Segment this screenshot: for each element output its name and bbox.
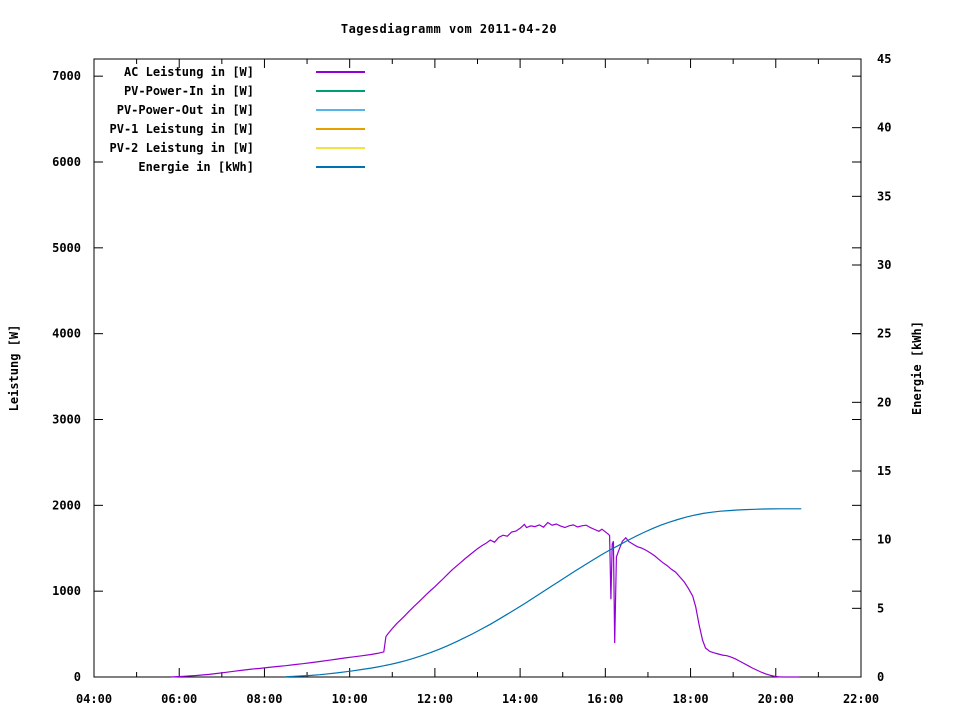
legend-item: PV-Power-Out in [W]: [96, 100, 365, 119]
legend-label: PV-2 Leistung in [W]: [109, 140, 255, 155]
y2-tick-label: 20: [877, 395, 891, 409]
y2-tick-label: 5: [877, 601, 884, 615]
x-tick-label: 06:00: [161, 692, 197, 706]
legend-item: PV-1 Leistung in [W]: [96, 119, 365, 138]
x-tick-label: 12:00: [417, 692, 453, 706]
y2-tick-label: 35: [877, 189, 891, 203]
legend-label: PV-Power-Out in [W]: [116, 102, 254, 117]
y2-tick-label: 25: [877, 327, 891, 341]
legend-item: AC Leistung in [W]: [96, 62, 365, 81]
x-tick-label: 04:00: [76, 692, 112, 706]
x-tick-label: 08:00: [246, 692, 282, 706]
series-line-5: [285, 508, 802, 678]
x-tick-label: 22:00: [843, 692, 879, 706]
legend-line-sample: [316, 89, 365, 92]
y-tick-label: 1000: [52, 584, 81, 598]
y-tick-label: 2000: [52, 498, 81, 512]
legend-label: AC Leistung in [W]: [123, 64, 254, 79]
y2-tick-label: 0: [877, 670, 884, 684]
y2-tick-label: 10: [877, 533, 891, 547]
legend-line-sample: [316, 70, 365, 73]
x-tick-label: 14:00: [502, 692, 538, 706]
x-tick-label: 10:00: [332, 692, 368, 706]
y2-tick-label: 30: [877, 258, 891, 272]
legend-label: PV-1 Leistung in [W]: [109, 121, 255, 136]
y-tick-label: 7000: [52, 69, 81, 83]
legend-label: Energie in [kWh]: [138, 159, 254, 174]
x-tick-label: 20:00: [758, 692, 794, 706]
y-tick-label: 4000: [52, 327, 81, 341]
y-tick-label: 0: [74, 670, 81, 684]
legend-item: PV-2 Leistung in [W]: [96, 138, 365, 157]
chart-title: Tagesdiagramm vom 2011-04-20: [340, 22, 558, 36]
y2-tick-label: 40: [877, 121, 891, 135]
x-tick-label: 18:00: [672, 692, 708, 706]
legend-line-sample: [316, 108, 365, 111]
legend-item: PV-Power-In in [W]: [96, 81, 365, 100]
y2-tick-label: 15: [877, 464, 891, 478]
y-tick-label: 3000: [52, 413, 81, 427]
y2-tick-label: 45: [877, 52, 891, 66]
legend-item: Energie in [kWh]: [96, 157, 365, 176]
series-line-0: [170, 521, 800, 678]
legend-line-sample: [316, 146, 365, 149]
legend-line-sample: [316, 165, 365, 168]
legend: AC Leistung in [W] PV-Power-In in [W] PV…: [96, 62, 365, 176]
legend-line-sample: [316, 127, 365, 130]
y-tick-label: 6000: [52, 155, 81, 169]
legend-label: PV-Power-In in [W]: [123, 83, 254, 98]
x-tick-label: 16:00: [587, 692, 623, 706]
y-tick-label: 5000: [52, 241, 81, 255]
